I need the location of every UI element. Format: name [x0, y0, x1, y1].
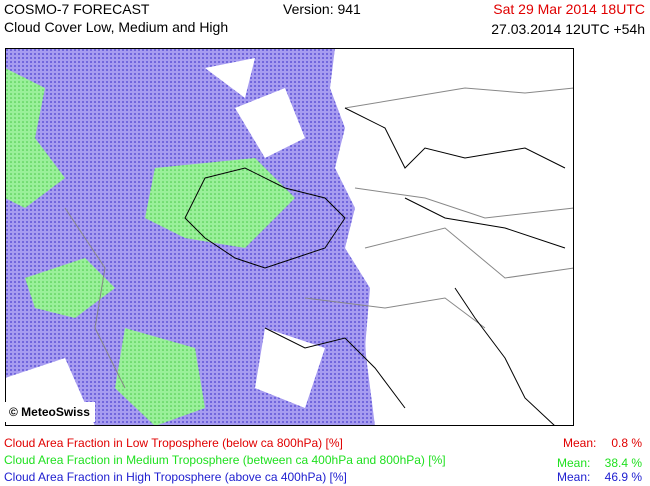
- mean-value: 46.9 %: [604, 470, 642, 484]
- copyright: © MeteoSwiss: [9, 405, 90, 419]
- mean-value: 0.8 %: [611, 436, 642, 450]
- title: COSMO-7 FORECAST: [4, 1, 150, 17]
- mean-label: Mean:: [557, 456, 591, 470]
- valid-time: Sat 29 Mar 2014 18UTC: [493, 1, 645, 17]
- version: Version: 941: [283, 1, 361, 17]
- mean-value: 38.4 %: [604, 456, 642, 470]
- legend-high: Cloud Area Fraction in High Troposphere …: [4, 470, 347, 484]
- mean-label: Mean:: [557, 470, 591, 484]
- map: © MeteoSwiss: [5, 48, 574, 426]
- legend-medium: Cloud Area Fraction in Medium Tropospher…: [4, 453, 446, 467]
- subtitle: Cloud Cover Low, Medium and High: [4, 19, 229, 35]
- run-time: 27.03.2014 12UTC +54h: [491, 21, 645, 37]
- legend-low: Cloud Area Fraction in Low Troposphere (…: [4, 436, 343, 450]
- mean-label: Mean:: [563, 436, 597, 450]
- copyright-box: [5, 402, 95, 422]
